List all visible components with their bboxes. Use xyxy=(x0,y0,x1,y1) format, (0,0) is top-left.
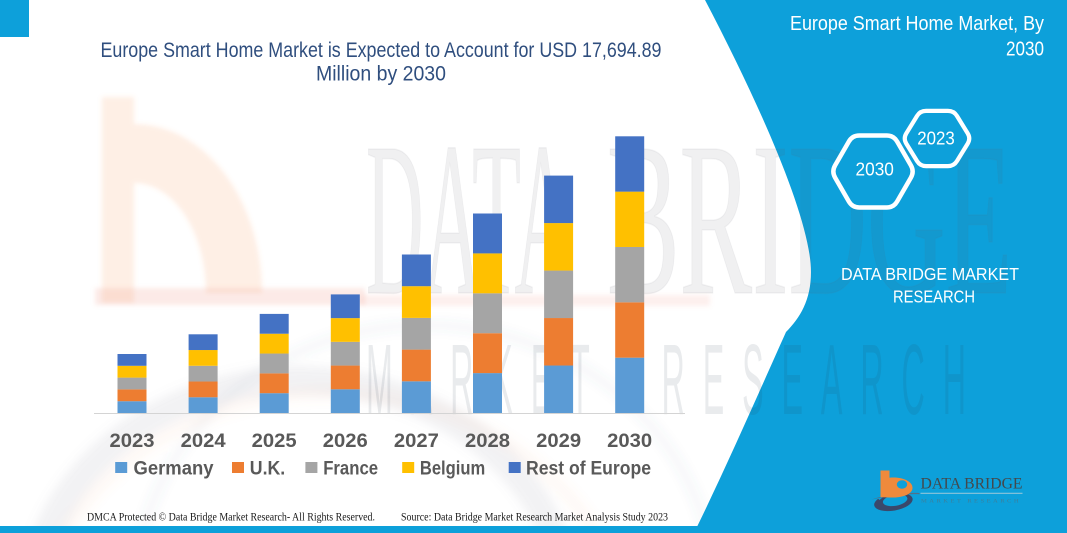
svg-text:2030: 2030 xyxy=(1006,37,1044,60)
svg-text:2030: 2030 xyxy=(856,159,894,179)
svg-text:Europe Smart Home Market is Ex: Europe Smart Home Market is Expected to … xyxy=(101,39,662,62)
svg-text:Belgium: Belgium xyxy=(420,459,485,480)
svg-text:Europe Smart Home Market, By: Europe Smart Home Market, By xyxy=(790,12,1045,35)
svg-text:U.K.: U.K. xyxy=(250,459,285,480)
svg-text:Million by 2030: Million by 2030 xyxy=(316,63,446,86)
svg-text:DATA: DATA xyxy=(366,97,572,341)
svg-text:2023: 2023 xyxy=(110,431,155,452)
svg-text:2028: 2028 xyxy=(465,431,510,452)
svg-text:DMCA Protected © Data Bridge M: DMCA Protected © Data Bridge Market Rese… xyxy=(87,511,375,523)
svg-text:2029: 2029 xyxy=(536,431,581,452)
svg-text:DATA BRIDGE MARKET: DATA BRIDGE MARKET xyxy=(841,264,1019,284)
svg-text:Rest of Europe: Rest of Europe xyxy=(526,459,651,480)
svg-text:RESEARCH: RESEARCH xyxy=(893,286,975,306)
svg-text:Germany: Germany xyxy=(134,459,214,480)
svg-text:DATA BRIDGE: DATA BRIDGE xyxy=(921,476,1023,493)
svg-text:Source: Data Bridge Market Res: Source: Data Bridge Market Research Mark… xyxy=(401,511,668,523)
svg-text:2024: 2024 xyxy=(181,431,226,452)
svg-text:2025: 2025 xyxy=(252,431,297,452)
svg-text:France: France xyxy=(323,459,378,480)
svg-text:2030: 2030 xyxy=(607,431,652,452)
svg-text:2023: 2023 xyxy=(917,129,955,149)
svg-text:2026: 2026 xyxy=(323,431,368,452)
svg-text:MARKET RESEARCH: MARKET RESEARCH xyxy=(921,499,1021,505)
svg-text:2027: 2027 xyxy=(394,431,439,452)
svg-text:M A R K E T R E: M A R K E T R E S E A R C H xyxy=(366,324,966,436)
